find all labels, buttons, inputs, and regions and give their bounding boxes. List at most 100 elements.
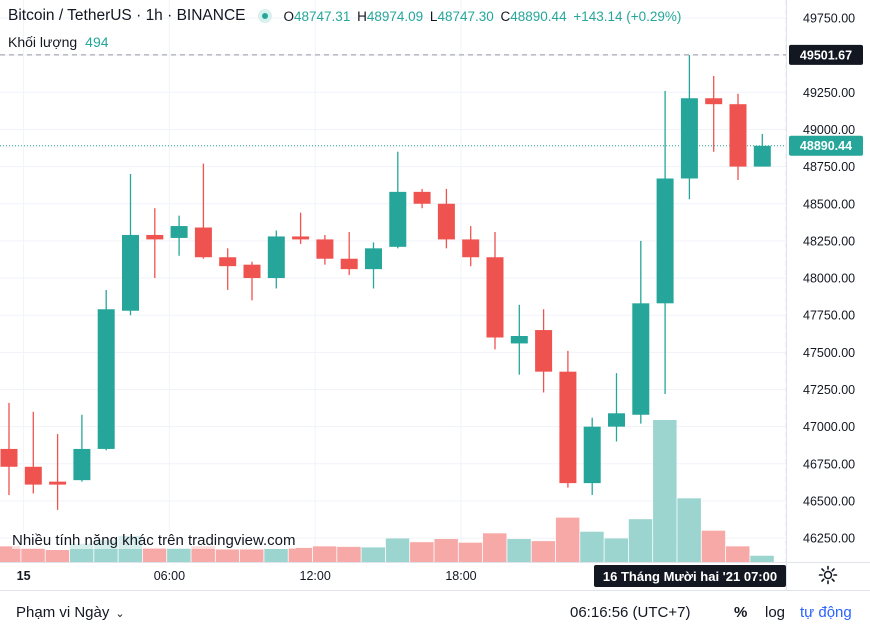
candle-body xyxy=(632,303,650,415)
volume-bar xyxy=(653,420,677,562)
price-label-bg xyxy=(789,44,863,65)
candle-body xyxy=(316,239,334,259)
y-tick-label: 48750.00 xyxy=(803,160,855,174)
date-range-dropdown[interactable]: Phạm vi Ngày ⌄ xyxy=(16,604,125,621)
volume-bar xyxy=(458,542,483,562)
candle-body xyxy=(73,448,91,481)
price-axis: 49750.0049500.0049250.0049000.0048750.00… xyxy=(0,0,870,590)
volume-bar xyxy=(337,546,361,562)
volume-bar xyxy=(604,538,628,562)
volume-bar xyxy=(142,547,167,562)
price-label-bg xyxy=(789,135,863,156)
y-tick-label: 47250.00 xyxy=(803,383,855,397)
candle-body xyxy=(705,98,723,105)
candle-body xyxy=(365,248,382,270)
y-tick-label: 47500.00 xyxy=(803,346,855,360)
y-tick-label: 48000.00 xyxy=(803,272,855,286)
volume-bar xyxy=(677,498,701,562)
y-tick-label: 47000.00 xyxy=(803,420,855,434)
exchange-label: BINANCE xyxy=(176,7,246,24)
log-scale-button[interactable]: log xyxy=(765,604,786,621)
chart-legend: Bitcoin / TetherUS · 1h · BINANCE O48747… xyxy=(8,6,681,26)
crosshair-time-label: 16 Tháng Mười hai '21 07:00 xyxy=(594,565,786,587)
low-value: 48747.30 xyxy=(437,8,494,24)
y-tick-label: 46250.00 xyxy=(803,532,855,546)
volume-bar xyxy=(507,539,531,562)
open-value: 48747.31 xyxy=(294,8,351,24)
x-tick-label: 12:00 xyxy=(300,569,331,583)
volume-legend[interactable]: Khối lượng 494 xyxy=(8,34,109,50)
volume-bar xyxy=(701,530,726,562)
candle-body xyxy=(462,239,480,258)
candle-body xyxy=(267,236,285,279)
volume-value: 494 xyxy=(85,34,109,50)
candle-body xyxy=(146,234,164,240)
candle-body xyxy=(486,257,504,338)
market-status-icon[interactable] xyxy=(257,9,272,23)
volume-bar xyxy=(726,546,750,562)
candle-body xyxy=(340,258,358,270)
x-tick-label: 18:00 xyxy=(445,569,476,583)
auto-scale-button[interactable]: tự động xyxy=(800,604,852,621)
volume-bar xyxy=(385,538,410,562)
volume-bar xyxy=(434,539,458,562)
volume-bar xyxy=(0,546,21,562)
x-tick-label: 15 xyxy=(17,569,31,583)
volume-bar xyxy=(628,519,653,562)
interval-label[interactable]: 1h xyxy=(145,7,163,24)
candle-body xyxy=(24,466,42,485)
last-price-label: 48890.44 xyxy=(789,135,863,156)
volume-bar xyxy=(191,546,215,562)
candle-body xyxy=(219,257,237,267)
x-tick-label: 06:00 xyxy=(154,569,185,583)
ohlc-values: O48747.31 H48974.09 L48747.30 C48890.44 … xyxy=(284,9,682,24)
y-tick-label: 48500.00 xyxy=(803,197,855,211)
promo-link[interactable]: Nhiều tính năng khác trên tradingview.co… xyxy=(12,532,296,549)
y-tick-label: 49000.00 xyxy=(803,123,855,137)
volume-bar xyxy=(312,546,337,562)
candle-body xyxy=(656,178,674,304)
candle-body xyxy=(243,264,261,279)
candle-body xyxy=(292,236,310,240)
candle-body xyxy=(437,203,455,240)
volume-bar xyxy=(167,548,191,562)
separator: · xyxy=(131,7,146,24)
chevron-down-icon: ⌄ xyxy=(115,608,125,620)
time-label-text: 16 Tháng Mười hai '21 07:00 xyxy=(603,569,777,584)
close-label: C xyxy=(500,8,511,24)
y-tick-label: 47750.00 xyxy=(803,309,855,323)
volume-label: Khối lượng xyxy=(8,34,78,50)
candle-body xyxy=(680,98,698,179)
candle-body xyxy=(122,234,139,311)
volume-bar xyxy=(361,547,385,562)
y-tick-label: 46500.00 xyxy=(803,494,855,508)
high-value: 48974.09 xyxy=(366,8,424,24)
candle-body xyxy=(194,227,212,258)
time-axis: 15 06:00 12:00 18:00 16 Tháng Mười hai '21 0… xyxy=(17,565,786,587)
gear-icon[interactable] xyxy=(818,565,838,585)
clock-timezone[interactable]: 06:16:56 (UTC+7) xyxy=(570,604,691,621)
price-label-text: 49501.67 xyxy=(800,48,852,62)
candle-body xyxy=(583,426,601,484)
volume-bar xyxy=(264,548,288,562)
percent-scale-button[interactable]: % xyxy=(734,604,748,621)
time-label-bg xyxy=(594,565,786,587)
volume-bar xyxy=(555,517,580,562)
open-label: O xyxy=(283,8,295,24)
candle-body xyxy=(535,330,553,372)
candle-body xyxy=(413,191,431,204)
candle-body xyxy=(729,104,747,167)
close-value: 48890.44 xyxy=(510,8,567,24)
candle-body xyxy=(0,448,18,467)
volume-bars xyxy=(0,420,774,562)
symbol-title[interactable]: Bitcoin / TetherUS xyxy=(8,7,132,24)
high-label: H xyxy=(357,8,367,24)
low-label: L xyxy=(429,8,438,24)
y-tick-label: 49250.00 xyxy=(803,86,855,100)
volume-bar xyxy=(580,531,604,562)
candle-body xyxy=(753,145,771,167)
change-value: +143.14 (+0.29%) xyxy=(573,8,682,24)
candle-body xyxy=(97,309,115,449)
candle-body xyxy=(608,413,625,427)
